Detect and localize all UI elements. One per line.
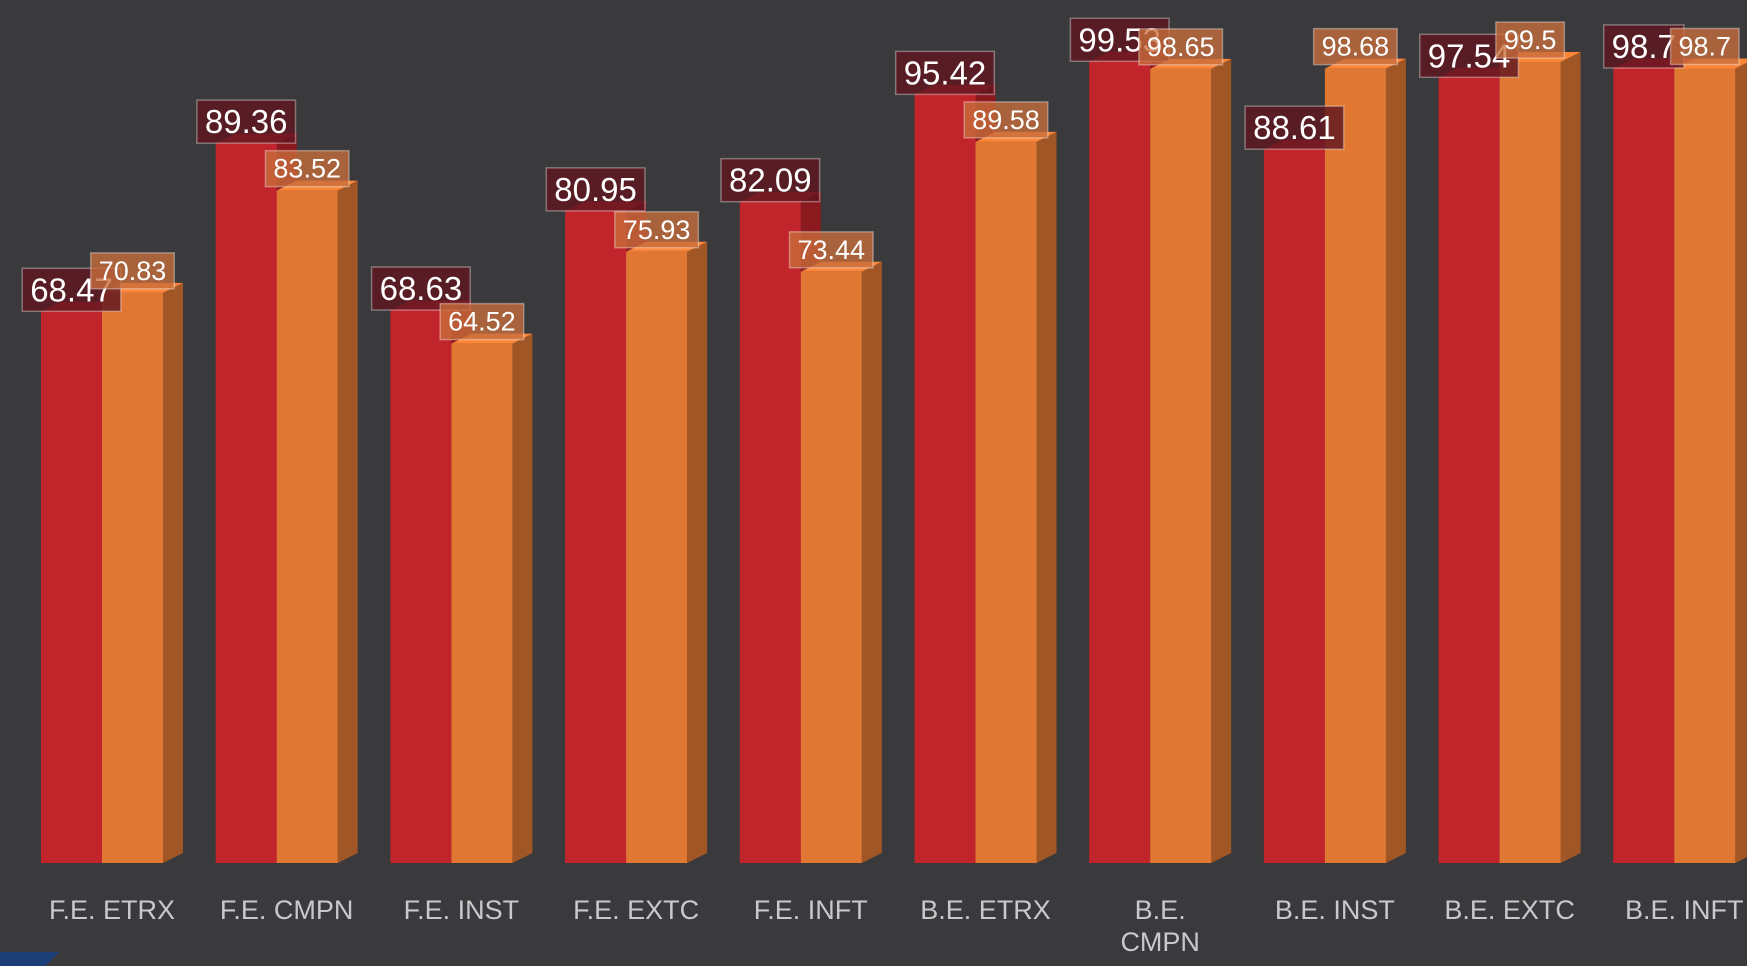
data-label-box: [545, 167, 646, 212]
data-label-text: 70.83: [99, 256, 167, 286]
data-label-text: 98.7: [1679, 31, 1732, 61]
bar: [390, 310, 452, 863]
data-label-text: 75.93: [623, 215, 691, 245]
data-label-text: 64.52: [448, 307, 516, 337]
data-label: 70.83: [89, 252, 176, 290]
bar: [102, 292, 163, 864]
bar-side: [1385, 58, 1406, 864]
data-label: 83.52: [264, 149, 350, 188]
bar: [975, 141, 1037, 864]
data-label-text: 98.65: [1147, 32, 1215, 62]
data-label-box: [264, 149, 350, 188]
bar: [626, 251, 688, 864]
data-label-text: 89.58: [972, 105, 1040, 135]
x-tick-label: F.E. EXTC: [573, 895, 700, 925]
data-label-box: [963, 101, 1049, 139]
x-tick-label: B.E. CMPN: [1120, 895, 1200, 957]
x-tick-label: B.E. INFT: [1625, 895, 1744, 925]
bar-side: [337, 180, 358, 863]
bar: [1499, 62, 1561, 863]
x-tick-label: F.E. INST: [403, 895, 520, 925]
x-tick-label: B.E. EXTC: [1444, 895, 1575, 925]
data-label: 98.7: [1669, 27, 1740, 66]
data-label: 68.63: [370, 266, 471, 311]
bar: [914, 94, 976, 863]
bar: [1674, 68, 1736, 864]
bar: [1089, 61, 1151, 863]
data-label-box: [720, 157, 821, 203]
corner-decoration: [0, 952, 60, 966]
data-label: 73.44: [788, 231, 874, 269]
bar-side: [512, 333, 533, 863]
bar: [215, 143, 277, 864]
data-label-box: [196, 99, 297, 144]
bar-side: [861, 261, 882, 864]
data-label-box: [1669, 27, 1740, 66]
data-label: 64.52: [439, 302, 525, 341]
x-tick-label: F.E. ETRX: [48, 895, 176, 925]
data-label-box: [1138, 28, 1224, 66]
data-label-box: [894, 50, 996, 96]
bar: [1613, 68, 1675, 864]
data-label-text: 73.44: [798, 235, 866, 265]
bar: [41, 311, 102, 863]
data-label-box: [1244, 105, 1345, 150]
data-label-box: [89, 252, 176, 290]
data-label-text: 95.42: [904, 54, 987, 91]
bar: [1438, 77, 1500, 864]
bar: [739, 202, 801, 863]
data-label-text: 98.68: [1322, 32, 1390, 62]
x-tick-label: F.E. INFT: [753, 895, 868, 925]
data-label-box: [1495, 21, 1566, 59]
data-label: 89.58: [963, 101, 1049, 139]
bar: [1150, 68, 1212, 864]
data-label-text: 99.5: [1504, 25, 1557, 55]
bar: [276, 190, 338, 863]
data-label-text: 83.52: [273, 154, 341, 184]
bar: [800, 271, 862, 864]
data-label-text: 89.36: [205, 103, 288, 140]
bar-side: [1211, 58, 1232, 864]
data-label: 89.36: [196, 99, 297, 144]
data-label: 98.65: [1138, 28, 1224, 66]
data-label-text: 98.7: [1612, 28, 1676, 65]
data-label: 80.95: [545, 167, 646, 212]
data-label: 75.93: [614, 211, 700, 249]
data-label-text: 88.61: [1253, 109, 1336, 146]
data-label-box: [370, 266, 471, 311]
bar-side: [687, 241, 708, 864]
data-label-text: 68.63: [380, 270, 463, 307]
bar: [565, 211, 627, 864]
bar-side: [1735, 62, 1747, 863]
data-label: 88.61: [1244, 105, 1345, 150]
x-tick-label: B.E. ETRX: [920, 895, 1051, 925]
data-label: 82.09: [720, 157, 821, 203]
data-label: 95.42: [894, 50, 996, 96]
bar-side: [1036, 131, 1057, 864]
bar: [1324, 68, 1386, 864]
data-label-box: [788, 231, 874, 269]
data-label: 97.54: [1419, 33, 1520, 79]
data-label: 98.68: [1312, 27, 1398, 66]
data-label-box: [1312, 27, 1398, 66]
bar: [451, 343, 513, 863]
data-label-text: 80.95: [554, 171, 637, 208]
data-label-box: [614, 211, 700, 249]
x-tick-label: B.E. INST: [1274, 895, 1395, 925]
data-label-box: [439, 302, 525, 341]
bar-side: [163, 282, 183, 864]
x-tick-label: F.E. CMPN: [219, 895, 354, 925]
data-label-text: 82.09: [729, 162, 812, 199]
bar: [1263, 149, 1325, 863]
data-label: 99.5: [1495, 21, 1566, 59]
bar-side: [1560, 52, 1581, 863]
